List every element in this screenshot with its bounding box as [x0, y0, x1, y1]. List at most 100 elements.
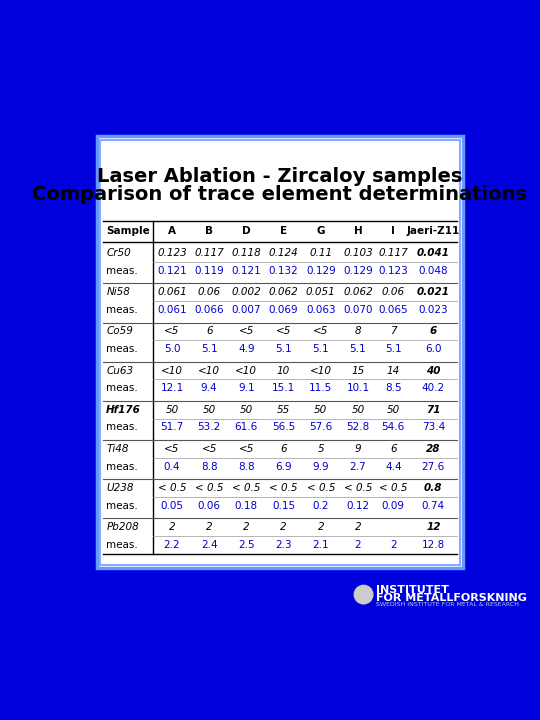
Text: 6.9: 6.9 — [275, 462, 292, 472]
Text: 0.051: 0.051 — [306, 287, 336, 297]
Text: 50: 50 — [202, 405, 216, 415]
Text: SWEDISH INSTITUTE FOR METAL & RESEARCH: SWEDISH INSTITUTE FOR METAL & RESEARCH — [376, 602, 519, 607]
Text: 0.118: 0.118 — [232, 248, 261, 258]
Text: 8.5: 8.5 — [385, 383, 402, 393]
Text: 50: 50 — [165, 405, 179, 415]
Text: 15: 15 — [352, 366, 365, 376]
Text: 0.8: 0.8 — [424, 483, 443, 493]
Text: H: H — [354, 226, 362, 236]
Text: B: B — [205, 226, 213, 236]
Bar — [100, 140, 460, 564]
Text: Pb208: Pb208 — [106, 522, 139, 532]
Text: 0.023: 0.023 — [418, 305, 448, 315]
Text: 0.09: 0.09 — [382, 501, 405, 510]
Text: 14: 14 — [387, 366, 400, 376]
Text: 0.048: 0.048 — [418, 266, 448, 276]
Text: meas.: meas. — [106, 266, 138, 276]
Text: <5: <5 — [164, 444, 180, 454]
Text: 0.123: 0.123 — [379, 266, 408, 276]
Text: <5: <5 — [276, 326, 291, 336]
Text: 9: 9 — [355, 444, 361, 454]
Text: Co59: Co59 — [106, 326, 133, 336]
Text: 28: 28 — [426, 444, 441, 454]
Text: 2.3: 2.3 — [275, 540, 292, 550]
Text: A: A — [168, 226, 176, 236]
Text: 5.1: 5.1 — [385, 344, 402, 354]
Text: 0.021: 0.021 — [417, 287, 450, 297]
Text: 57.6: 57.6 — [309, 423, 333, 433]
Text: 50: 50 — [314, 405, 327, 415]
Text: 8.8: 8.8 — [238, 462, 255, 472]
Text: 2: 2 — [206, 522, 212, 532]
Text: D: D — [242, 226, 251, 236]
Text: 0.002: 0.002 — [232, 287, 261, 297]
Text: 5.1: 5.1 — [201, 344, 218, 354]
Text: 8.8: 8.8 — [201, 462, 218, 472]
Text: 0.12: 0.12 — [346, 501, 369, 510]
Text: 0.124: 0.124 — [269, 248, 299, 258]
Text: 40: 40 — [426, 366, 441, 376]
Text: 12.8: 12.8 — [422, 540, 445, 550]
Text: Laser Ablation - Zircaloy samples: Laser Ablation - Zircaloy samples — [97, 167, 463, 186]
Text: U238: U238 — [106, 483, 134, 493]
Text: <5: <5 — [313, 326, 328, 336]
Text: 0.132: 0.132 — [269, 266, 299, 276]
Text: 11.5: 11.5 — [309, 383, 333, 393]
Text: 73.4: 73.4 — [422, 423, 445, 433]
Text: 4.9: 4.9 — [238, 344, 255, 354]
Text: 0.2: 0.2 — [313, 501, 329, 510]
Text: 0.065: 0.065 — [379, 305, 408, 315]
Text: 9.9: 9.9 — [313, 462, 329, 472]
Text: 50: 50 — [352, 405, 365, 415]
Text: 0.062: 0.062 — [343, 287, 373, 297]
Text: 52.8: 52.8 — [346, 423, 369, 433]
Text: 6.0: 6.0 — [425, 344, 442, 354]
Text: < 0.5: < 0.5 — [344, 483, 372, 493]
Text: <10: <10 — [235, 366, 258, 376]
Text: 2: 2 — [355, 540, 361, 550]
Text: 2: 2 — [355, 522, 361, 532]
Text: < 0.5: < 0.5 — [307, 483, 335, 493]
Text: < 0.5: < 0.5 — [158, 483, 186, 493]
Text: 54.6: 54.6 — [382, 423, 405, 433]
Text: Sample: Sample — [106, 226, 150, 236]
Text: <5: <5 — [201, 444, 217, 454]
Text: 2: 2 — [280, 522, 287, 532]
Text: 2.5: 2.5 — [238, 540, 255, 550]
Text: Cu63: Cu63 — [106, 366, 133, 376]
Text: 9.1: 9.1 — [238, 383, 255, 393]
Text: 0.121: 0.121 — [157, 266, 187, 276]
Text: meas.: meas. — [106, 383, 138, 393]
Text: 2: 2 — [390, 540, 396, 550]
Text: Ni58: Ni58 — [106, 287, 130, 297]
Text: 0.4: 0.4 — [164, 462, 180, 472]
Circle shape — [354, 585, 373, 604]
Text: 0.061: 0.061 — [157, 287, 187, 297]
Text: 15.1: 15.1 — [272, 383, 295, 393]
Text: 2.2: 2.2 — [164, 540, 180, 550]
Text: 6: 6 — [390, 444, 396, 454]
Text: meas.: meas. — [106, 344, 138, 354]
Text: Comparison of trace element determinations: Comparison of trace element determinatio… — [32, 186, 528, 204]
Text: 0.069: 0.069 — [269, 305, 299, 315]
Text: meas.: meas. — [106, 501, 138, 510]
Text: 56.5: 56.5 — [272, 423, 295, 433]
Text: 0.117: 0.117 — [379, 248, 408, 258]
Text: 27.6: 27.6 — [422, 462, 445, 472]
Text: 5.0: 5.0 — [164, 344, 180, 354]
Text: 0.18: 0.18 — [235, 501, 258, 510]
Text: 12: 12 — [426, 522, 441, 532]
Text: <5: <5 — [164, 326, 180, 336]
Text: 0.061: 0.061 — [157, 305, 187, 315]
Text: 0.119: 0.119 — [194, 266, 224, 276]
Text: 10: 10 — [277, 366, 290, 376]
Text: Ti48: Ti48 — [106, 444, 129, 454]
Text: 0.06: 0.06 — [198, 287, 221, 297]
Text: < 0.5: < 0.5 — [269, 483, 298, 493]
Text: 2.1: 2.1 — [313, 540, 329, 550]
Text: 2: 2 — [318, 522, 324, 532]
Text: 8: 8 — [355, 326, 361, 336]
Text: Cr50: Cr50 — [106, 248, 131, 258]
Text: 0.103: 0.103 — [343, 248, 373, 258]
Text: I: I — [392, 226, 395, 236]
